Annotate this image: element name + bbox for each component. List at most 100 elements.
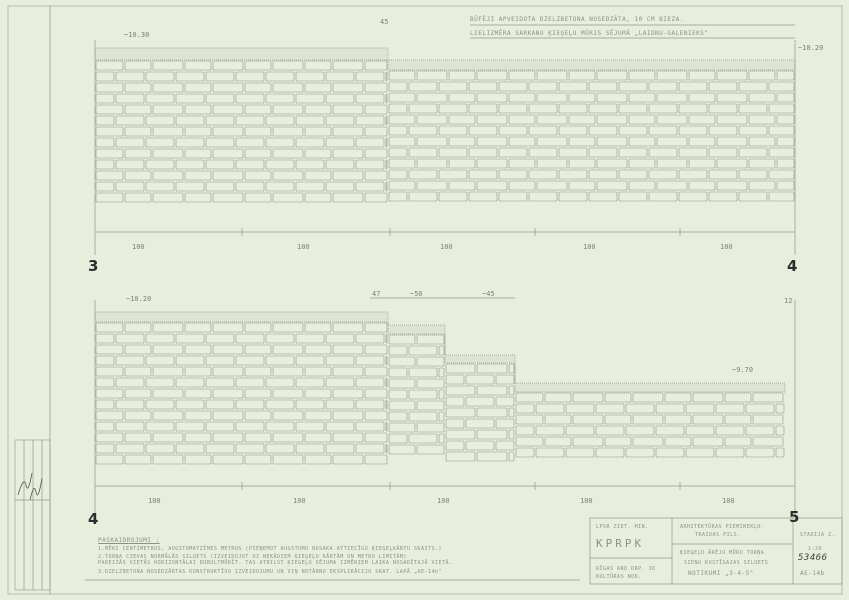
lower-brick [95, 443, 115, 454]
lower-brick [235, 421, 265, 432]
lower-brick [508, 429, 515, 440]
upper-brick [688, 92, 716, 103]
upper-brick [688, 158, 716, 169]
upper-brick [265, 115, 295, 126]
upper-brick [558, 191, 588, 202]
lower-brick [385, 333, 388, 344]
lower-brick [625, 425, 655, 436]
lower-brick [715, 425, 745, 436]
lower-brick [152, 410, 184, 421]
scale: 1:20 [808, 546, 823, 552]
upper-brick [332, 148, 364, 159]
upper-brick [656, 92, 688, 103]
upper-brick [244, 104, 272, 115]
upper-brick [95, 126, 124, 137]
upper-brick [476, 136, 508, 147]
upper-brick [588, 81, 618, 92]
upper-brick [618, 125, 648, 136]
upper-brick [468, 125, 498, 136]
lower-brick [685, 403, 715, 414]
upper-brick [656, 180, 688, 191]
upper-brick [716, 114, 748, 125]
upper-brick [272, 60, 304, 71]
lower-brick [565, 447, 595, 458]
upper-brick [558, 125, 588, 136]
upper-brick [145, 137, 175, 148]
upper-brick [152, 82, 184, 93]
upper-brick [325, 93, 355, 104]
lower-brick [535, 447, 565, 458]
lower-brick [595, 447, 625, 458]
lower-brick [235, 377, 265, 388]
lower-brick [515, 436, 544, 447]
upper-brick [688, 70, 716, 81]
upper-brick [408, 103, 438, 114]
upper-brick [332, 82, 364, 93]
lower-brick [175, 399, 205, 410]
upper-brick [385, 159, 388, 170]
lower-brick [476, 429, 508, 440]
lower-brick [364, 432, 388, 443]
lower-brick [95, 344, 124, 355]
upper-brick [438, 147, 468, 158]
lower-brick [416, 422, 445, 433]
upper-brick [124, 104, 152, 115]
upper-brick [332, 192, 364, 203]
lower-brick [388, 433, 408, 444]
upper-brick [184, 82, 212, 93]
lower-brick [595, 425, 625, 436]
upper-brick [95, 115, 115, 126]
upper-brick [596, 180, 628, 191]
upper-brick [184, 148, 212, 159]
lower-brick [332, 322, 364, 333]
upper-brick [628, 70, 656, 81]
lower-brick [95, 333, 115, 344]
upper-brick [738, 81, 768, 92]
upper-brick [355, 93, 385, 104]
upper-brick [205, 137, 235, 148]
lower-brick [212, 322, 244, 333]
lower-brick [408, 367, 438, 378]
upper-brick [558, 169, 588, 180]
lower-brick [95, 322, 124, 333]
lower-brick [355, 421, 385, 432]
lower-brick [438, 411, 445, 422]
upper-brick [385, 115, 388, 126]
upper-brick [568, 92, 596, 103]
upper-span-1: 100 [132, 243, 145, 251]
upper-brick [235, 159, 265, 170]
upper-brick [272, 148, 304, 159]
lower-step-3: ~45 [482, 290, 495, 298]
upper-brick [304, 82, 332, 93]
lower-brick [388, 411, 408, 422]
upper-brick [416, 158, 448, 169]
lower-brick [304, 388, 332, 399]
upper-brick [115, 181, 145, 192]
lower-brick [655, 447, 685, 458]
lower-brick [416, 378, 445, 389]
lower-brick [272, 454, 304, 465]
upper-brick [628, 180, 656, 191]
upper-brick [124, 192, 152, 203]
signatures [17, 472, 43, 501]
upper-elev-left: ~10.30 [124, 31, 150, 39]
upper-brick [588, 147, 618, 158]
org-code: KPRPK [596, 537, 645, 550]
upper-brick [648, 191, 678, 202]
upper-brick [355, 115, 385, 126]
lower-brick [625, 447, 655, 458]
upper-brick [568, 180, 596, 191]
upper-brick [244, 82, 272, 93]
lower-brick [664, 414, 692, 425]
upper-brick [448, 158, 476, 169]
upper-brick [748, 136, 776, 147]
lower-brick [244, 366, 272, 377]
upper-brick [708, 169, 738, 180]
upper-brick [738, 147, 768, 158]
lower-brick [152, 388, 184, 399]
org-ministry: LPSR ZIET. MIN. [596, 524, 649, 530]
lower-brick [408, 411, 438, 422]
lower-brick [295, 355, 325, 366]
upper-brick [498, 169, 528, 180]
upper-brick [708, 191, 738, 202]
